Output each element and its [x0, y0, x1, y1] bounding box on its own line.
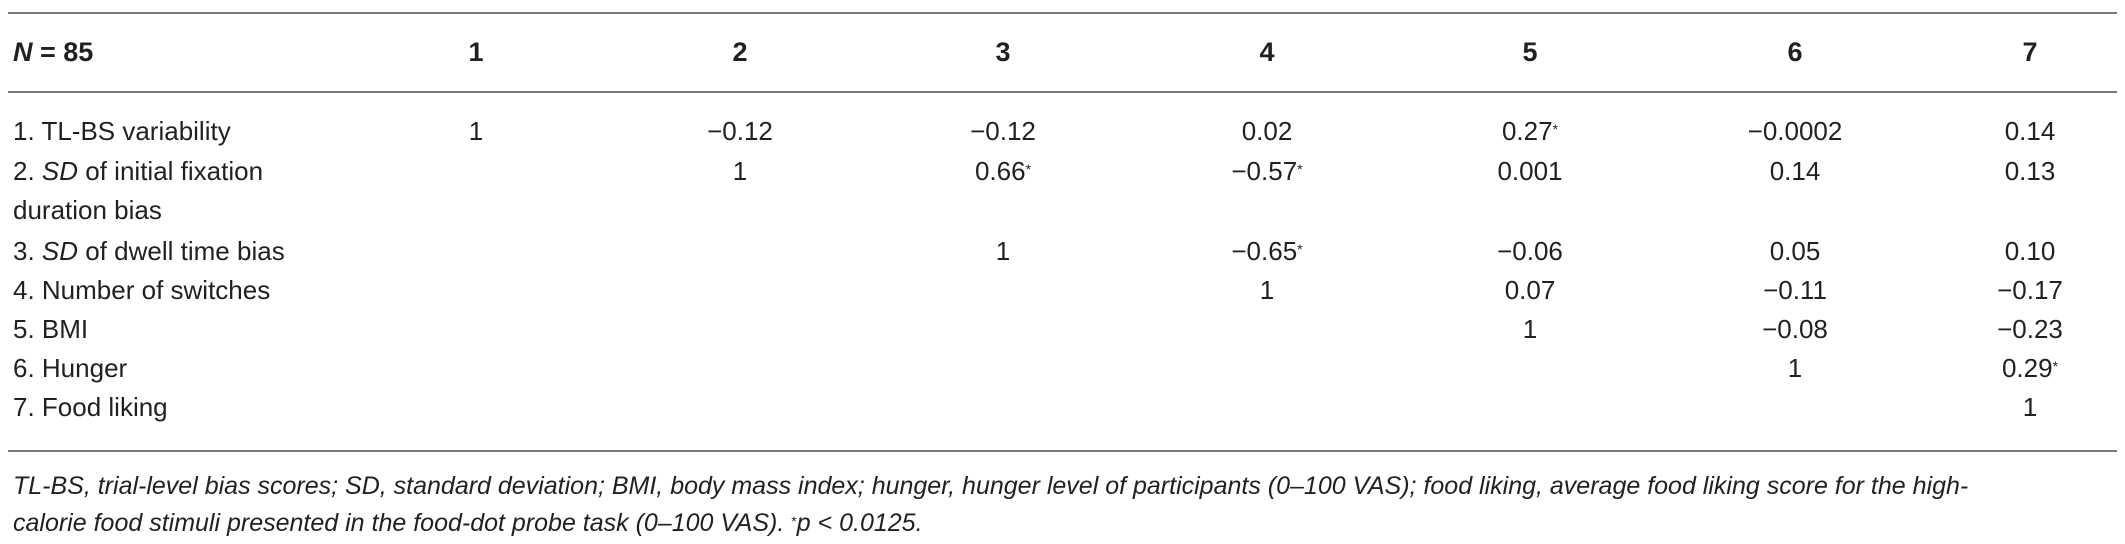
table-cell-r3-c7: 0.10: [2004, 236, 2056, 266]
table-cell-r2-c5: 0.001: [1497, 156, 1563, 186]
table-cell-r2-c7: 0.13: [2004, 156, 2056, 186]
table-cell-r3-c6: 0.05: [1769, 236, 1821, 266]
column-header-7: 7: [2022, 37, 2038, 67]
table-cell-r1-c5: 0.27*: [1501, 116, 1559, 146]
table-header-rule: [8, 91, 2117, 93]
significance-marker: *: [1297, 161, 1303, 177]
table-cell-r6-c7: 0.29*: [2001, 353, 2059, 383]
table-cell-r1-c1: 1: [468, 116, 484, 146]
row-label-7: 7. Food liking: [13, 392, 168, 422]
table-cell-r2-c2: 1: [732, 156, 748, 186]
column-header-3: 3: [995, 37, 1011, 67]
table-cell-r5-c7: −0.23: [1997, 314, 2063, 344]
table-cell-r7-c7: 1: [2022, 392, 2038, 422]
row-label-6: 6. Hunger: [13, 353, 128, 383]
row-label-3: 3. SD of dwell time bias: [13, 236, 285, 266]
footnote-line-1: TL-BS, trial-level bias scores; SD, stan…: [13, 472, 1969, 500]
table-bottom-rule: [8, 450, 2117, 452]
column-header-5: 5: [1522, 37, 1538, 67]
table-cell-r2-c3: 0.66*: [974, 156, 1032, 186]
table-cell-r2-c6: 0.14: [1769, 156, 1821, 186]
table-top-rule: [8, 12, 2117, 14]
table-cell-r4-c7: −0.17: [1997, 275, 2063, 305]
table-cell-r1-c2: −0.12: [707, 116, 773, 146]
row-label-5: 5. BMI: [13, 314, 89, 344]
table-cell-r3-c5: −0.06: [1497, 236, 1563, 266]
table-cell-r6-c6: 1: [1787, 353, 1803, 383]
table-cell-r3-c4: −0.65*: [1231, 236, 1303, 266]
table-cell-r3-c3: 1: [995, 236, 1011, 266]
significance-marker: *: [1552, 121, 1559, 137]
significance-marker: *: [2052, 358, 2059, 374]
row-label-2: 2. SD of initial fixation: [13, 156, 264, 186]
table-cell-r1-c6: −0.0002: [1747, 116, 1843, 146]
table-cell-r4-c6: −0.11: [1763, 275, 1827, 305]
sample-size-header: N = 85: [13, 37, 94, 67]
row-label-4: 4. Number of switches: [13, 275, 271, 305]
row-label-2-continued: duration bias: [13, 195, 162, 225]
table-cell-r4-c4: 1: [1259, 275, 1275, 305]
significance-marker: *: [1297, 241, 1303, 257]
column-header-1: 1: [468, 37, 484, 67]
column-header-2: 2: [732, 37, 748, 67]
table-cell-r1-c7: 0.14: [2004, 116, 2056, 146]
table-cell-r2-c4: −0.57*: [1231, 156, 1303, 186]
row-label-1: 1. TL-BS variability: [13, 116, 231, 146]
significance-marker: *: [1025, 161, 1032, 177]
table-cell-r5-c6: −0.08: [1762, 314, 1828, 344]
table-cell-r1-c4: 0.02: [1241, 116, 1293, 146]
column-header-6: 6: [1787, 37, 1803, 67]
table-cell-r5-c5: 1: [1522, 314, 1538, 344]
table-footnote: TL-BS, trial-level bias scores; SD, stan…: [13, 468, 2113, 542]
table-cell-r4-c5: 0.07: [1504, 275, 1556, 305]
column-header-4: 4: [1259, 37, 1275, 67]
footnote-line-2: calorie food stimuli presented in the fo…: [13, 509, 923, 537]
table-cell-r1-c3: −0.12: [970, 116, 1036, 146]
